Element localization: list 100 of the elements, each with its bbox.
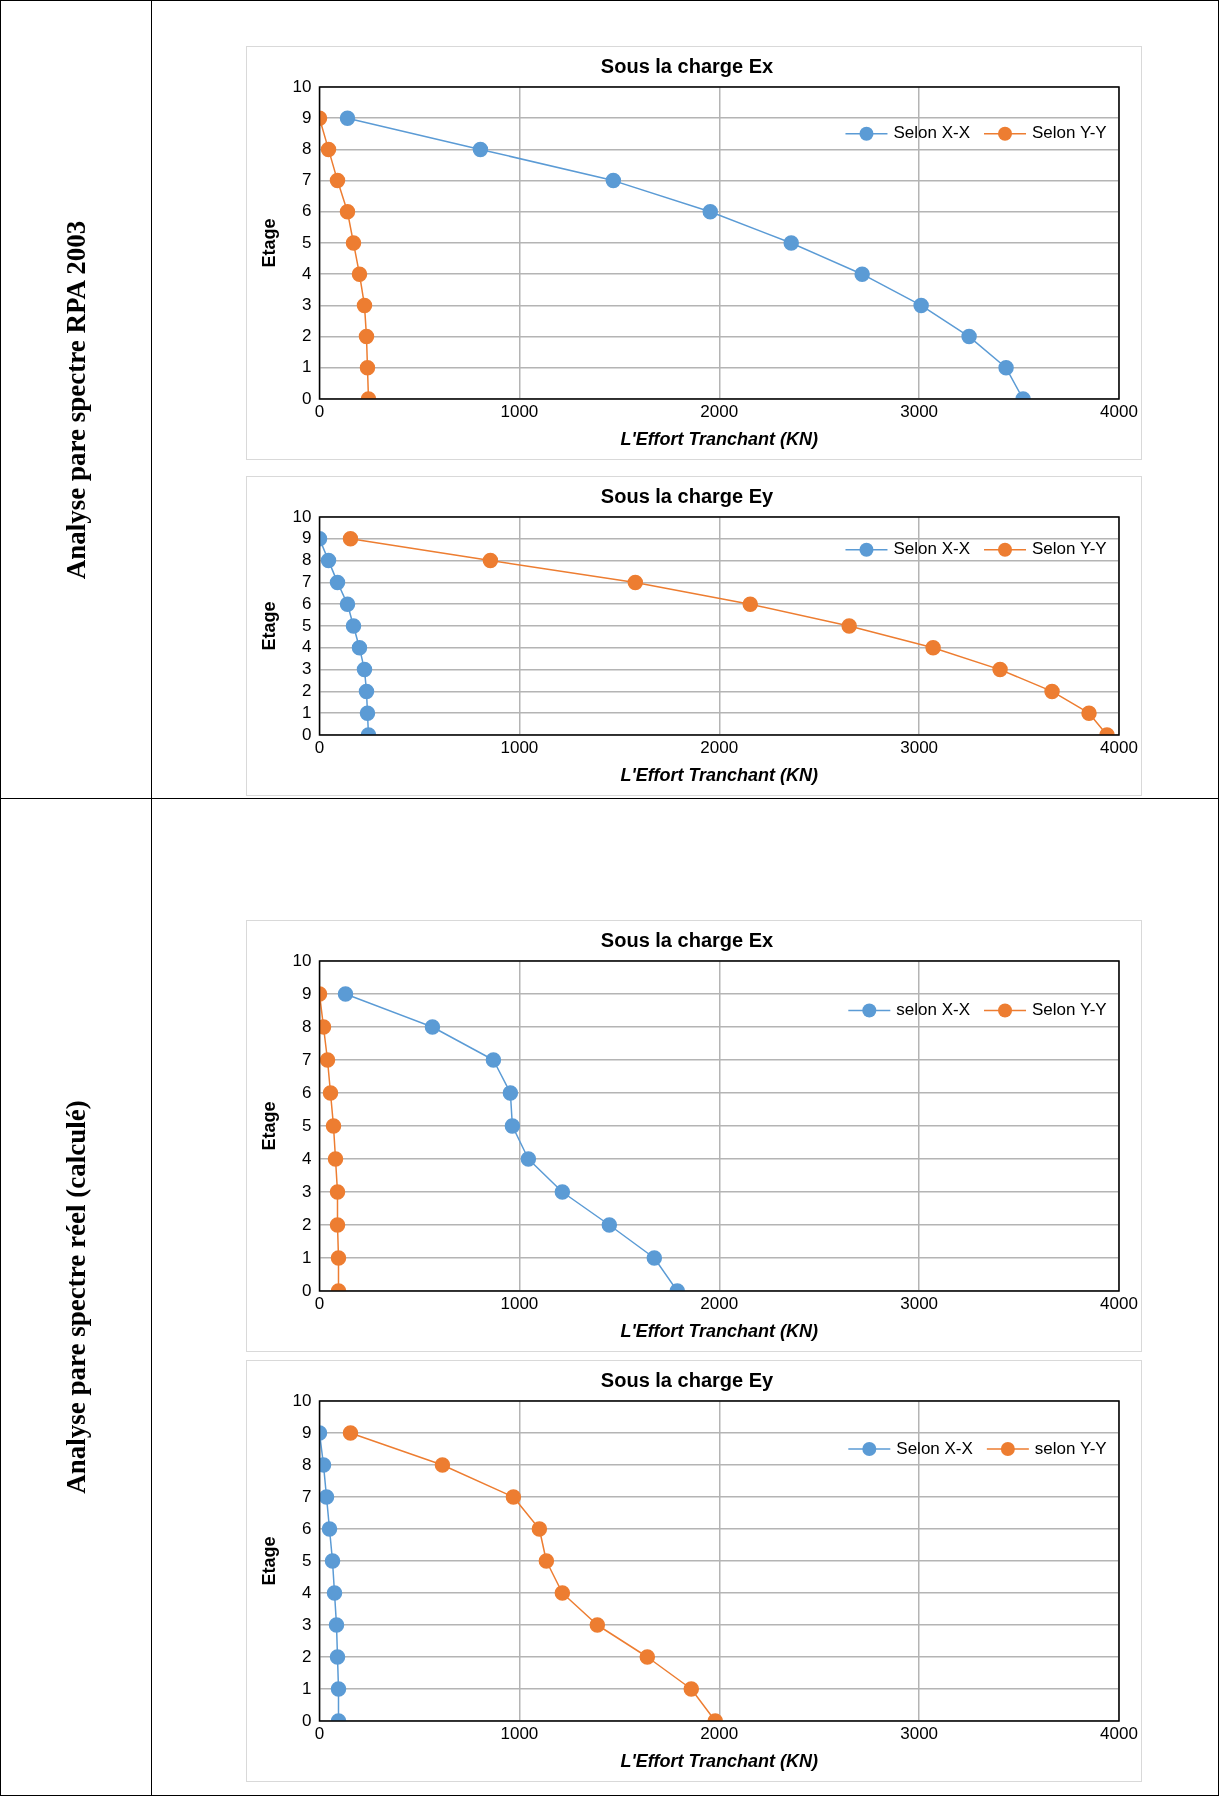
point — [1044, 683, 1060, 700]
y-tick-label: 2 — [302, 681, 312, 701]
y-tick-label: 8 — [302, 139, 312, 159]
x-axis-title: L'Effort Tranchant (KN) — [620, 1751, 819, 1772]
y-tick-label: 10 — [292, 1390, 312, 1410]
point — [424, 1019, 441, 1035]
point — [359, 360, 376, 376]
chart-title: Sous la charge Ey — [600, 484, 775, 507]
y-axis-title: Etage — [258, 1536, 279, 1586]
x-tick-label: 2000 — [700, 737, 739, 757]
point — [841, 618, 857, 634]
point — [339, 204, 356, 220]
legend-label: Selon X-X — [896, 1438, 973, 1458]
y-tick-label: 5 — [302, 232, 312, 252]
chart-title: Sous la charge Ex — [600, 54, 774, 77]
y-tick-label: 4 — [302, 1148, 312, 1168]
point — [322, 1085, 339, 1101]
point — [351, 640, 368, 656]
x-tick-label: 1000 — [500, 1293, 539, 1313]
point — [358, 328, 375, 345]
y-tick-label: 2 — [302, 1214, 312, 1234]
x-tick-label: 4000 — [1100, 401, 1138, 421]
point — [329, 172, 346, 189]
point — [854, 266, 870, 282]
x-tick-label: 1000 — [500, 401, 539, 421]
point — [356, 661, 373, 678]
x-tick-label: 3000 — [900, 1723, 939, 1743]
y-tick-label: 5 — [302, 1115, 312, 1135]
point — [329, 1649, 346, 1665]
legend-label: selon X-X — [896, 1000, 971, 1020]
point — [320, 552, 337, 569]
y-tick-label: 5 — [302, 1550, 312, 1570]
x-tick-label: 1000 — [500, 737, 539, 757]
x-tick-label: 4000 — [1100, 737, 1138, 757]
point — [639, 1649, 656, 1665]
point — [961, 328, 977, 345]
y-tick-label: 10 — [292, 76, 312, 96]
legend-label: Selon Y-Y — [1032, 1000, 1107, 1020]
point — [589, 1617, 606, 1633]
y-tick-label: 3 — [302, 295, 312, 315]
point — [742, 596, 758, 612]
point — [321, 1521, 338, 1537]
point — [345, 235, 362, 251]
y-tick-label: 0 — [302, 1710, 312, 1730]
y-tick-label: 8 — [302, 1454, 312, 1474]
y-tick-label: 9 — [302, 107, 312, 127]
point — [339, 596, 356, 612]
legend-label: Selon X-X — [893, 539, 971, 559]
y-axis-title: Etage — [258, 218, 279, 268]
point — [605, 172, 622, 189]
y-tick-label: 8 — [302, 550, 312, 570]
y-tick-label: 0 — [302, 724, 312, 744]
y-tick-label: 6 — [302, 1518, 312, 1538]
point — [520, 1151, 537, 1167]
point — [502, 1085, 519, 1101]
point — [627, 574, 644, 591]
x-tick-label: 4000 — [1100, 1293, 1138, 1313]
y-tick-label: 8 — [302, 1016, 312, 1036]
y-tick-label: 7 — [302, 1049, 312, 1069]
y-tick-label: 1 — [302, 1678, 312, 1698]
point — [319, 1489, 335, 1505]
legend-label: Selon Y-Y — [1032, 539, 1107, 559]
x-tick-label: 3000 — [900, 1293, 939, 1313]
y-tick-label: 0 — [302, 1280, 312, 1300]
y-tick-label: 6 — [302, 1082, 312, 1102]
text: Analyse pare spectre réel (calculé) — [60, 1100, 92, 1494]
point — [330, 1250, 347, 1266]
y-tick-label: 2 — [302, 326, 312, 346]
point — [504, 1118, 521, 1134]
y-tick-label: 2 — [302, 1646, 312, 1666]
point — [330, 1681, 347, 1697]
point — [359, 705, 376, 721]
point — [601, 1217, 618, 1233]
y-tick-label: 0 — [302, 388, 312, 408]
x-axis-title: L'Effort Tranchant (KN) — [620, 429, 819, 450]
point — [482, 552, 499, 569]
y-tick-label: 7 — [302, 170, 312, 190]
point — [337, 986, 354, 1002]
point — [327, 1151, 344, 1167]
point — [351, 266, 368, 282]
point — [646, 1250, 663, 1266]
x-axis-title: L'Effort Tranchant (KN) — [620, 1321, 819, 1342]
x-axis-title: L'Effort Tranchant (KN) — [620, 765, 819, 786]
y-tick-label: 1 — [302, 357, 312, 377]
y-tick-label: 7 — [302, 1486, 312, 1506]
y-tick-label: 10 — [292, 506, 312, 526]
y-tick-label: 5 — [302, 615, 312, 635]
point — [356, 297, 373, 314]
point — [358, 683, 375, 700]
y-tick-label: 3 — [302, 1181, 312, 1201]
point — [329, 1184, 346, 1200]
y-tick-label: 10 — [292, 950, 312, 970]
point — [325, 1118, 342, 1134]
text: Analyse pare spectre RPA 2003 — [60, 220, 92, 579]
point — [531, 1521, 548, 1537]
point — [326, 1585, 343, 1601]
point — [1081, 705, 1097, 721]
legend-label: Selon Y-Y — [1032, 123, 1107, 143]
point — [342, 531, 359, 547]
point — [998, 360, 1014, 376]
